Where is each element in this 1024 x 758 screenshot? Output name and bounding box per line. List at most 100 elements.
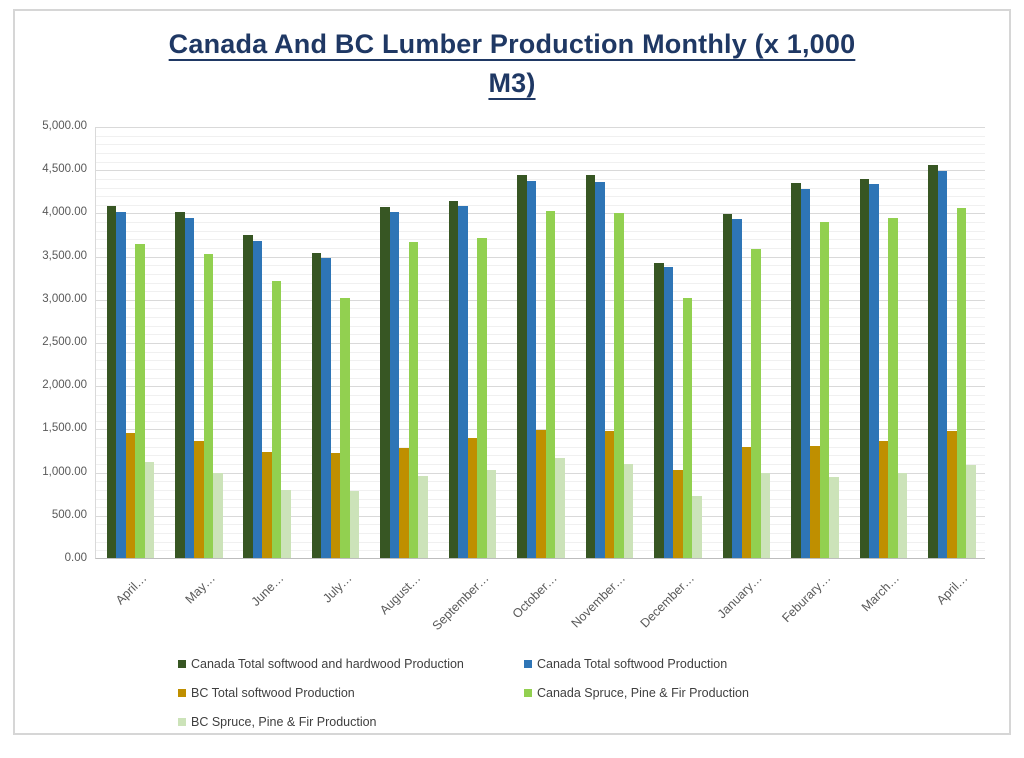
bar-canada-total-softwood-production	[663, 266, 674, 558]
bar-bc-total-softwood-production	[125, 432, 135, 558]
minor-gridline	[96, 325, 985, 327]
bar-bc-total-softwood-production	[194, 441, 204, 558]
bar-canada-spruce-pine-fir-production	[545, 210, 556, 558]
bar-canada-total-softwood-production	[800, 189, 811, 558]
major-gridline	[96, 386, 985, 388]
bar-bc-spruce-pine-fir-production	[829, 476, 839, 558]
bar-canada-spruce-pine-fir-production	[477, 238, 487, 558]
bar-canada-total-softwood-production	[321, 258, 331, 558]
legend-label: Canada Spruce, Pine & Fir Production	[537, 685, 749, 700]
major-gridline	[96, 170, 985, 172]
y-tick-label: 4,500.00	[42, 163, 87, 176]
minor-gridline	[96, 161, 985, 163]
minor-gridline	[96, 144, 985, 146]
chart-title-line2: M3)	[488, 68, 536, 98]
minor-gridline	[96, 317, 985, 319]
bar-bc-total-softwood-production	[467, 437, 478, 558]
bar-canada-total-softwood-and-hardwood-production	[791, 183, 801, 558]
bar-bc-total-softwood-production	[536, 430, 546, 558]
bar-canada-spruce-pine-fir-production	[135, 244, 145, 558]
bar-group-june	[233, 126, 302, 558]
minor-gridline	[96, 230, 985, 232]
bar-bc-spruce-pine-fir-production	[418, 475, 428, 558]
y-tick-label: 0.00	[64, 552, 87, 564]
y-tick-label: 500.00	[51, 508, 87, 521]
bar-group-april	[918, 126, 987, 558]
legend: Canada Total softwood and hardwood Produ…	[178, 649, 749, 736]
bar-bc-spruce-pine-fir-production	[555, 457, 565, 558]
x-category-label: October…	[509, 571, 560, 622]
legend-item-canada-total-softwood-production: Canada Total softwood Production	[524, 657, 727, 671]
bar-canada-total-softwood-and-hardwood-production	[654, 262, 664, 558]
legend-item-bc-total-softwood-production: BC Total softwood Production	[178, 686, 524, 700]
x-category-label: August…	[376, 571, 424, 618]
bar-canada-total-softwood-production	[389, 212, 400, 558]
minor-gridline	[96, 412, 985, 414]
x-category-label: December…	[637, 571, 697, 631]
minor-gridline	[96, 308, 985, 310]
bar-group-july	[301, 126, 370, 558]
bar-canada-total-softwood-production	[184, 218, 194, 558]
bar-canada-total-softwood-and-hardwood-production	[859, 178, 870, 558]
bar-bc-total-softwood-production	[741, 446, 752, 558]
bar-canada-total-softwood-production	[595, 182, 605, 558]
minor-gridline	[96, 265, 985, 267]
x-category-label: November…	[568, 571, 629, 631]
minor-gridline	[96, 187, 985, 189]
bar-bc-total-softwood-production	[604, 431, 615, 558]
bar-canada-total-softwood-production	[869, 183, 879, 558]
y-tick-label: 1,500.00	[42, 422, 87, 435]
bar-bc-spruce-pine-fir-production	[760, 473, 771, 558]
minor-gridline	[96, 394, 985, 396]
minor-gridline	[96, 196, 985, 198]
bar-canada-total-softwood-and-hardwood-production	[722, 214, 733, 558]
x-category-label: May…	[182, 571, 218, 607]
bar-group-november	[575, 126, 644, 558]
y-tick-label: 2,500.00	[42, 336, 87, 348]
plot-area	[95, 127, 985, 559]
minor-gridline	[96, 222, 985, 223]
x-category-label: July…	[320, 571, 355, 606]
major-gridline	[96, 429, 985, 431]
minor-gridline	[96, 368, 985, 370]
bar-group-april	[96, 126, 165, 558]
bar-bc-spruce-pine-fir-production	[349, 490, 360, 558]
legend-marker-icon	[524, 688, 532, 697]
minor-gridline	[96, 360, 985, 362]
x-category-label: March…	[858, 571, 903, 615]
y-tick-label: 5,000.00	[42, 120, 87, 132]
bar-canada-total-softwood-and-hardwood-production	[106, 206, 116, 558]
bar-bc-total-softwood-production	[399, 448, 409, 558]
legend-item-canada-total-softwood-and-hardwood-production: Canada Total softwood and hardwood Produ…	[178, 657, 524, 671]
y-tick-label: 3,000.00	[42, 292, 87, 305]
x-category-label: April…	[112, 571, 150, 608]
bar-canada-spruce-pine-fir-production	[271, 280, 282, 558]
bar-group-may	[165, 126, 234, 558]
minor-gridline	[96, 291, 985, 293]
bar-canada-total-softwood-and-hardwood-production	[585, 175, 596, 558]
bar-bc-spruce-pine-fir-production	[966, 464, 976, 558]
bar-bc-total-softwood-production	[262, 451, 272, 558]
bar-canada-total-softwood-production	[116, 212, 126, 558]
bar-canada-total-softwood-production	[732, 219, 742, 558]
bar-bc-spruce-pine-fir-production	[623, 463, 634, 558]
bar-canada-total-softwood-and-hardwood-production	[517, 175, 527, 558]
x-category-label: September…	[429, 571, 492, 633]
minor-gridline	[96, 178, 985, 180]
bar-bc-total-softwood-production	[673, 469, 683, 558]
bar-group-feburary	[781, 126, 850, 558]
x-category-label: Feburary…	[779, 571, 834, 626]
bar-group-october	[507, 126, 576, 558]
minor-gridline	[96, 248, 985, 249]
legend-row: BC Spruce, Pine & Fir Production	[178, 707, 749, 736]
minor-gridline	[96, 351, 985, 353]
bar-canada-total-softwood-and-hardwood-production	[448, 201, 459, 558]
legend-label: BC Total softwood Production	[191, 685, 355, 700]
bar-canada-spruce-pine-fir-production	[751, 248, 761, 558]
y-tick-label: 1,000.00	[42, 465, 87, 478]
bar-canada-total-softwood-production	[937, 170, 947, 558]
bar-canada-spruce-pine-fir-production	[819, 221, 830, 558]
legend-label: BC Spruce, Pine & Fir Production	[191, 714, 377, 729]
bar-canada-total-softwood-and-hardwood-production	[243, 234, 253, 558]
bar-bc-spruce-pine-fir-production	[281, 489, 291, 558]
